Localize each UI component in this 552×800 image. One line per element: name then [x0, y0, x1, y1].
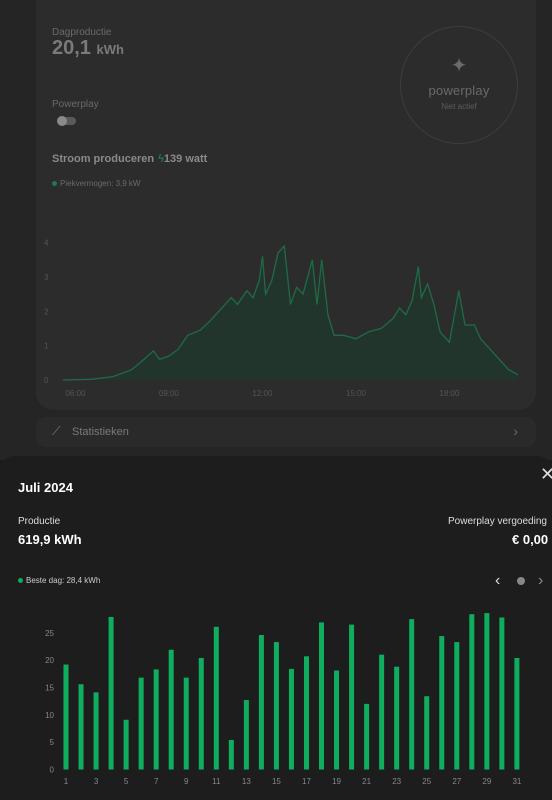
bar-day-26 [439, 636, 445, 770]
stroom-produceren: Stroom produceren ϟ139 watt [52, 153, 208, 165]
y-tick-label: 3 [44, 273, 49, 282]
legend-dot [18, 578, 23, 584]
bar-day-17 [303, 656, 309, 770]
bar-day-15 [273, 642, 279, 770]
prev-month-button[interactable]: ‹ [495, 572, 501, 589]
powerplay-ring[interactable]: ✦ powerplay Niet actief [400, 26, 518, 144]
bar-day-20 [349, 624, 355, 770]
sparkle-icon: ✦ [450, 55, 468, 77]
x-tick-label: 06:00 [65, 389, 86, 398]
bar-day-21 [364, 703, 370, 770]
bar-day-9 [183, 677, 189, 770]
x-tick-label: 09:00 [159, 389, 180, 398]
bar-day-19 [334, 670, 340, 770]
next-month-button[interactable]: › [538, 572, 544, 589]
y-tick-label: 0 [50, 766, 55, 775]
powerplay-label: Powerplay [52, 99, 99, 110]
productie-value: 619,9 kWh [18, 532, 82, 547]
vergoeding-value: € 0,00 [512, 532, 549, 547]
bar-day-22 [379, 654, 385, 770]
y-tick-label: 1 [44, 342, 49, 351]
x-tick-label: 5 [124, 777, 129, 786]
y-tick-label: 5 [50, 738, 55, 747]
x-tick-label: 19 [332, 777, 341, 786]
bar-day-28 [469, 614, 475, 770]
legend-dot [52, 181, 57, 187]
toggle-knob [57, 116, 67, 126]
bar-day-4 [108, 616, 114, 770]
bar-day-7 [153, 669, 159, 770]
x-tick-label: 9 [184, 777, 189, 786]
beste-dag-legend: Beste dag: 28,4 kWh [18, 576, 100, 585]
bar-day-31 [514, 657, 520, 770]
x-tick-label: 31 [512, 777, 521, 786]
bar-day-8 [168, 649, 174, 770]
x-tick-label: 7 [154, 777, 159, 786]
x-tick-label: 27 [452, 777, 461, 786]
day-production-chart: 0 1 2 3 4 06:00 09:00 12:00 15:00 18:00 [44, 239, 519, 398]
production-area [63, 246, 518, 380]
stroom-watt: 139 watt [163, 153, 208, 165]
x-tick-label: 13 [242, 777, 251, 786]
page-indicator [517, 577, 525, 585]
bar-day-6 [138, 677, 144, 770]
x-tick-label: 12:00 [252, 389, 273, 398]
x-tick-label: 3 [94, 777, 99, 786]
sheet-title: Juli 2024 [18, 480, 73, 495]
bar-day-25 [424, 696, 430, 770]
x-tick-label: 17 [302, 777, 311, 786]
close-icon[interactable]: ✕ [540, 464, 552, 484]
y-tick-label: 0 [44, 376, 49, 385]
bar-day-12 [228, 739, 234, 770]
bar-day-29 [484, 613, 490, 770]
piek-legend: Piekvermogen: 3,9 kW [52, 179, 140, 188]
bar-day-11 [213, 626, 219, 770]
bar-day-30 [499, 617, 505, 770]
powerplay-toggle[interactable] [57, 116, 76, 126]
powerplay-logo: powerplay [428, 83, 490, 98]
bar-day-18 [319, 622, 325, 770]
bar-day-14 [258, 634, 264, 770]
statistieken-row[interactable]: ⟋ Statistieken › [36, 417, 536, 447]
bar-day-24 [409, 619, 415, 770]
dagproductie-label: Dagproductie [52, 27, 112, 38]
bar-day-16 [288, 668, 294, 770]
x-tick-label: 25 [422, 777, 431, 786]
y-tick-label: 20 [45, 656, 54, 665]
trend-icon: ⟋ [52, 424, 61, 438]
chevron-right-icon: › [513, 423, 518, 439]
bar-day-1 [63, 664, 69, 770]
bar-day-5 [123, 719, 129, 770]
production-line [62, 244, 519, 381]
bar-day-3 [93, 692, 99, 770]
y-tick-label: 4 [44, 239, 49, 248]
x-tick-label: 15:00 [346, 389, 367, 398]
x-tick-label: 11 [212, 777, 221, 786]
bolt-icon: ϟ [158, 153, 164, 165]
dagproductie-value: 20,1 kWh [52, 37, 124, 59]
productie-label: Productie [18, 516, 61, 527]
x-tick-label: 21 [362, 777, 371, 786]
x-tick-label: 29 [482, 777, 491, 786]
x-tick-label: 1 [64, 777, 69, 786]
bar-day-10 [198, 657, 204, 770]
bar-day-23 [394, 666, 400, 770]
y-tick-label: 2 [44, 307, 49, 316]
x-tick-label: 18:00 [439, 389, 460, 398]
vergoeding-label: Powerplay vergoeding [448, 516, 547, 527]
powerplay-status: Niet actief [441, 102, 477, 111]
y-tick-label: 15 [45, 683, 54, 692]
y-tick-label: 25 [45, 629, 54, 638]
statistieken-label: Statistieken [72, 426, 129, 438]
x-tick-label: 15 [272, 777, 281, 786]
bar-day-13 [243, 700, 249, 770]
x-tick-label: 23 [392, 777, 401, 786]
bar-day-27 [454, 642, 460, 770]
bar-day-2 [78, 684, 84, 770]
y-tick-label: 10 [45, 711, 54, 720]
